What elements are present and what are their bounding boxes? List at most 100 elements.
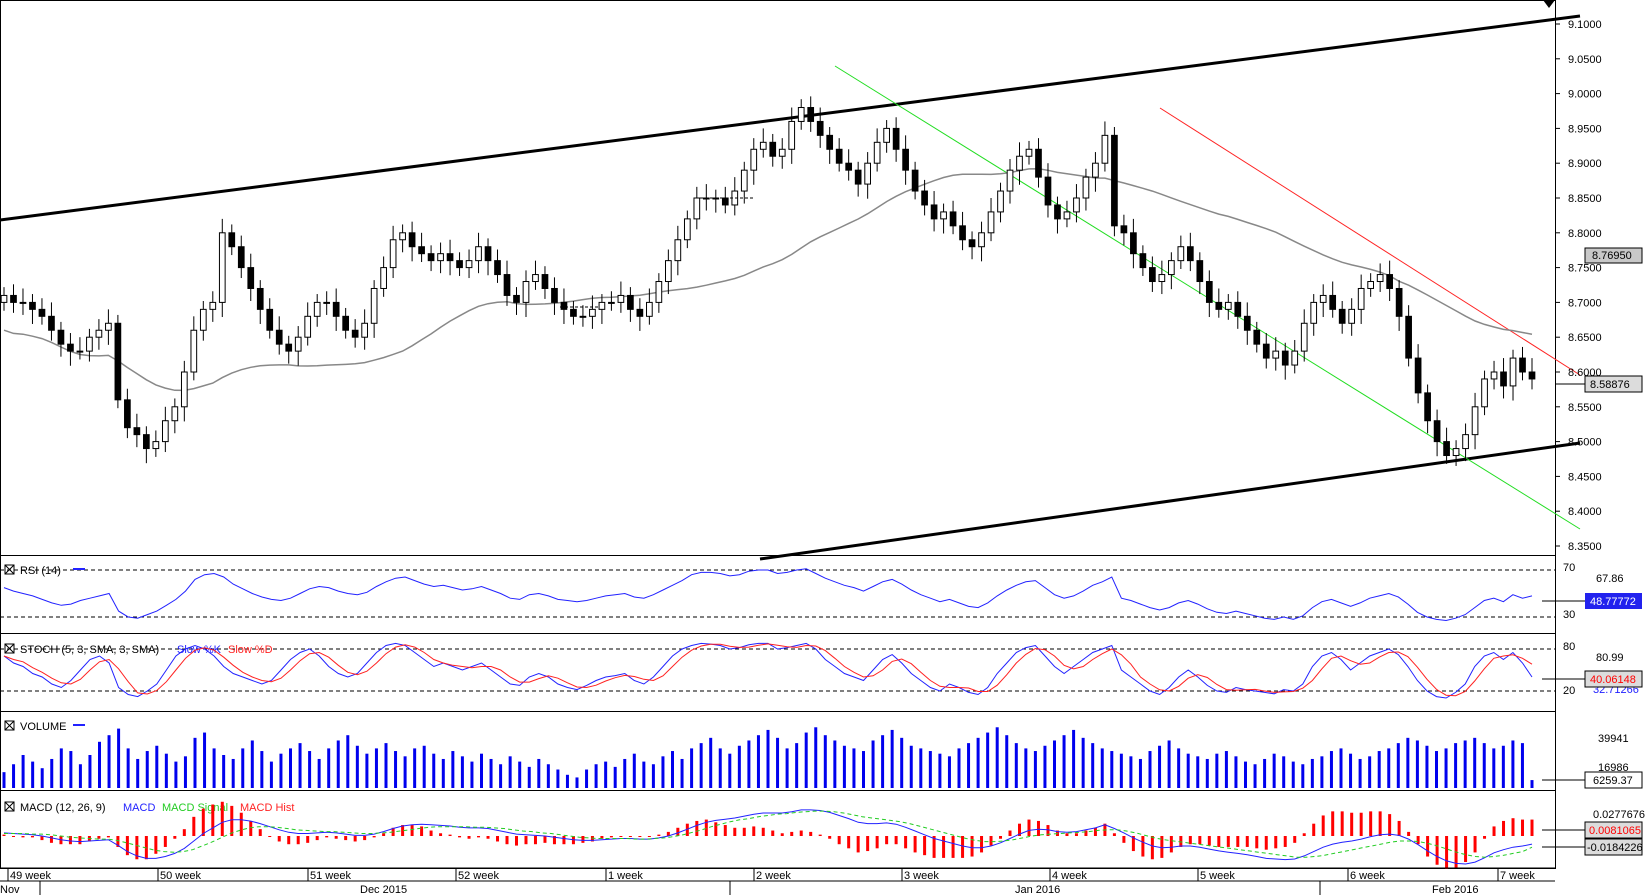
week-label: 51 week	[310, 870, 351, 882]
macd-hist-bar	[249, 820, 253, 836]
candle-body	[494, 260, 501, 276]
scroll-marker-icon[interactable]	[1543, 0, 1555, 8]
rsi-close-icon[interactable]	[4, 564, 15, 575]
candle-body	[683, 218, 691, 241]
macd-hist-bar	[1141, 836, 1145, 857]
macd-hist-bar	[818, 834, 822, 836]
macd-signal-label: MACD Signal	[162, 802, 228, 814]
macd-hist-bar	[1255, 836, 1259, 849]
price-tick-label: 8.4000	[1568, 506, 1602, 518]
macd-scale-top: 0.0277676	[1593, 809, 1645, 821]
macd-hist-bar	[609, 836, 613, 838]
candle-body	[67, 343, 74, 352]
candle-body	[29, 301, 36, 310]
macd-hist-bar	[1150, 836, 1154, 860]
volume-bar	[1501, 745, 1505, 788]
price-tick-label: 9.0500	[1568, 54, 1602, 66]
volume-bar	[718, 748, 722, 788]
volume-bar	[1177, 748, 1181, 788]
volume-close-icon[interactable]	[4, 720, 15, 731]
macd-hist-bar	[742, 827, 746, 836]
volume-bar	[1272, 753, 1276, 788]
candle-body	[921, 190, 928, 206]
macd-hist-bar	[2, 834, 6, 836]
volume-bar	[231, 758, 235, 788]
moving-average-line	[3, 168, 1533, 392]
candle-body	[48, 315, 55, 331]
macd-hist-bar	[1492, 826, 1496, 836]
volume-bar	[1310, 758, 1314, 788]
candle-body	[1272, 350, 1280, 359]
stoch-panel[interactable]: STOCH (5, 3, SMA, 3, SMA) Slow %K Slow %…	[3, 641, 1643, 699]
candle-body	[911, 169, 919, 192]
volume-bar	[967, 743, 971, 788]
macd-panel[interactable]: MACD (12, 26, 9) MACD MACD Signal MACD H…	[2, 801, 1646, 869]
macd-hist-bar	[1511, 818, 1515, 836]
volume-bar	[1291, 761, 1295, 788]
macd-hist-bar	[581, 836, 585, 843]
volume-panel[interactable]: VOLUME 39941 16986 6259.37	[2, 720, 1643, 789]
candle-body	[275, 329, 283, 345]
week-label: 5 week	[1200, 870, 1235, 882]
week-label: 50 week	[160, 870, 201, 882]
rsi-close-x-icon	[4, 564, 15, 575]
candle-body	[1044, 176, 1052, 206]
price-panel[interactable]	[0, 0, 1581, 561]
volume-bar	[671, 751, 674, 788]
macd-hist-bar	[657, 834, 661, 836]
month-label: Jan 2016	[1015, 884, 1060, 895]
volume-bar	[1110, 751, 1114, 788]
stoch-close-icon[interactable]	[4, 643, 15, 654]
volume-bar	[575, 777, 579, 788]
macd-hist-bar	[1046, 825, 1050, 836]
macd-hist-bar	[40, 836, 44, 841]
macd-close-x-icon	[4, 801, 15, 812]
volume-bar	[804, 732, 808, 788]
macd-hist-bar	[1435, 836, 1439, 865]
candle-body	[1500, 371, 1507, 387]
candle-body	[427, 253, 435, 262]
volume-bar	[269, 761, 273, 788]
macd-value: 0.0081065	[1589, 825, 1641, 837]
macd-hist-bar	[543, 836, 547, 843]
macd-hist-bar	[761, 827, 765, 836]
candle-body	[76, 350, 84, 353]
macd-hist-bar	[780, 833, 784, 836]
volume-bar	[1511, 740, 1515, 788]
macd-hist-bar	[1331, 811, 1335, 836]
candle-body	[199, 308, 207, 331]
candle-body	[1433, 420, 1441, 443]
volume-bar	[317, 758, 321, 788]
macd-macd-label: MACD	[123, 802, 155, 814]
macd-hist-bar	[619, 836, 623, 837]
macd-hist-bar	[1018, 823, 1022, 836]
candle-body	[1120, 225, 1128, 234]
volume-bar	[632, 753, 636, 788]
macd-hist-bar	[1217, 836, 1221, 847]
macd-close-icon[interactable]	[4, 801, 15, 812]
volume-bar	[1215, 753, 1219, 788]
macd-hist-bar	[21, 836, 25, 838]
volume-bar	[1320, 756, 1324, 788]
rsi-panel[interactable]: RSI (14) 70 30 67.86 48.77772	[3, 562, 1642, 622]
price-tick-label: 8.9000	[1568, 158, 1602, 170]
macd-hist-bar	[1340, 811, 1344, 836]
macd-hist-bar	[1074, 833, 1078, 836]
last-price-label: 8.58876	[1590, 379, 1630, 391]
candle-body	[95, 329, 103, 338]
macd-hist-bar	[496, 836, 500, 842]
macd-hist-bar	[1226, 836, 1230, 847]
rsi-value-box	[1585, 593, 1642, 609]
candle-body	[665, 260, 672, 283]
candle-body	[256, 287, 264, 310]
volume-bar	[1377, 751, 1381, 788]
macd-hist-bar	[1312, 823, 1316, 836]
macd-hist-bar	[401, 825, 405, 836]
macd-hist-bar	[344, 836, 348, 841]
volume-bar	[518, 761, 522, 788]
macd-hist-bar	[68, 836, 72, 845]
macd-hist-bar	[306, 836, 310, 843]
panel-frame-1	[0, 555, 1556, 634]
candle-body	[1509, 357, 1517, 387]
